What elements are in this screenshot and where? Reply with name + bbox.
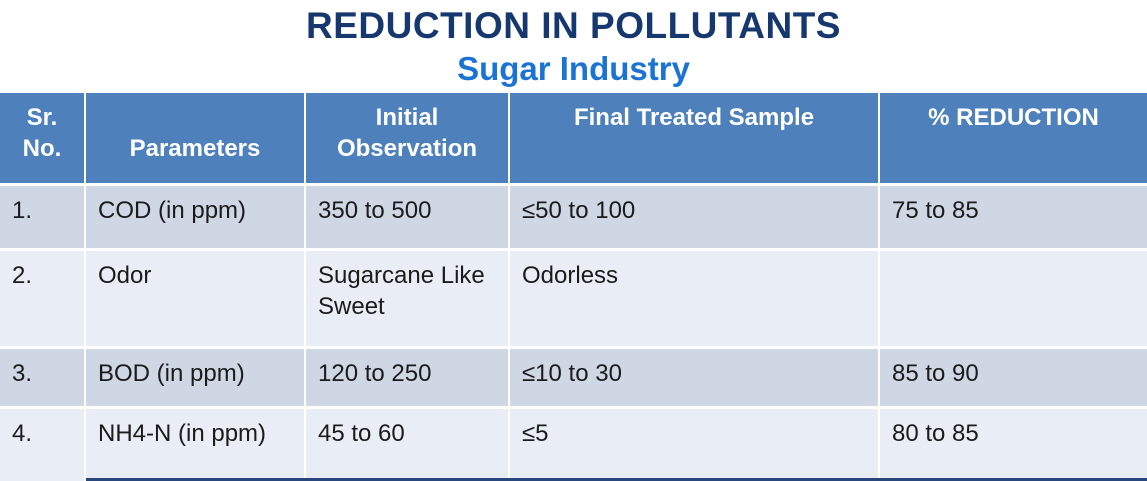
pollutant-reduction-table: Sr. No. Parameters Initial Observation F… [0,93,1147,481]
cell-initial-observation: Sugarcane Like Sweet [306,251,508,346]
cell-parameter: NH4-N (in ppm) [86,409,304,481]
cell-percent-reduction: 85 to 90 [880,349,1147,406]
cell-final-treated-sample: Odorless [510,251,878,346]
cell-sr-no: 4. [0,409,84,481]
cell-parameter: BOD (in ppm) [86,349,304,406]
cell-initial-observation: 120 to 250 [306,349,508,406]
cell-percent-reduction: 75 to 85 [880,186,1147,248]
cell-parameter: COD (in ppm) [86,186,304,248]
cell-final-treated-sample: ≤10 to 30 [510,349,878,406]
cell-sr-no: 3. [0,349,84,406]
cell-percent-reduction [880,251,1147,346]
cell-sr-no: 1. [0,186,84,248]
page-subtitle: Sugar Industry [457,50,690,87]
table-bottom-edge [86,478,1147,481]
page-title: REDUCTION IN POLLUTANTS [306,5,841,46]
cell-sr-no: 2. [0,251,84,346]
column-header-parameters: Parameters [86,93,304,183]
cell-parameter: Odor [86,251,304,346]
column-header-final-treated-sample: Final Treated Sample [510,93,878,183]
cell-percent-reduction: 80 to 85 [880,409,1147,481]
column-header-initial-observation: Initial Observation [306,93,508,183]
cell-final-treated-sample: ≤5 [510,409,878,481]
column-header-percent-reduction: % REDUCTION [880,93,1147,183]
cell-initial-observation: 45 to 60 [306,409,508,481]
title-block: REDUCTION IN POLLUTANTS Sugar Industry [0,0,1147,93]
column-header-sr-no: Sr. No. [0,93,84,183]
cell-initial-observation: 350 to 500 [306,186,508,248]
cell-final-treated-sample: ≤50 to 100 [510,186,878,248]
